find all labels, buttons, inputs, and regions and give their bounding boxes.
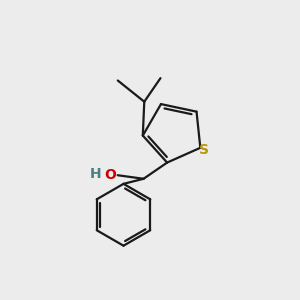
- Text: S: S: [199, 143, 209, 157]
- Text: H: H: [90, 167, 101, 181]
- Text: O: O: [104, 168, 116, 182]
